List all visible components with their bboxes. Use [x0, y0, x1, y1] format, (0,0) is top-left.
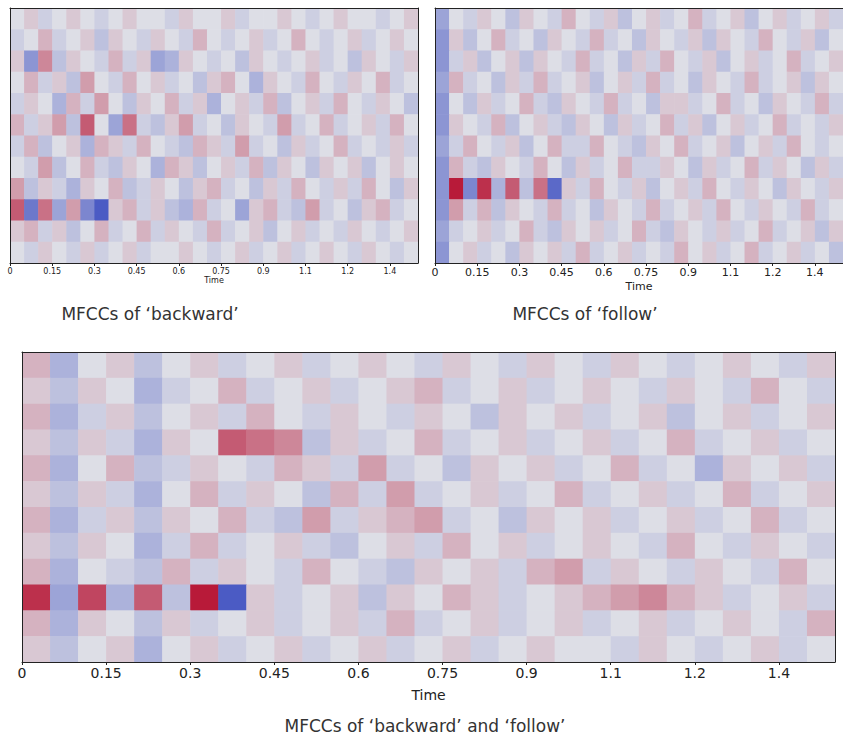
svg-text:1.1: 1.1 [600, 665, 622, 681]
svg-text:0.6: 0.6 [595, 266, 613, 279]
svg-text:0.15: 0.15 [91, 665, 122, 681]
svg-text:0: 0 [7, 267, 12, 276]
svg-text:0.45: 0.45 [549, 266, 574, 279]
svg-text:0.6: 0.6 [172, 267, 185, 276]
svg-text:0.75: 0.75 [634, 266, 659, 279]
svg-text:0.45: 0.45 [259, 665, 290, 681]
svg-text:Time: Time [203, 276, 224, 285]
svg-text:1.1: 1.1 [299, 267, 312, 276]
svg-text:MFCCs of ‘backward’ and ‘follo: MFCCs of ‘backward’ and ‘follow’ [285, 716, 566, 736]
svg-text:0.15: 0.15 [43, 267, 61, 276]
svg-text:0.75: 0.75 [212, 267, 230, 276]
svg-text:0.3: 0.3 [88, 267, 101, 276]
svg-text:MFCCs of ‘follow’: MFCCs of ‘follow’ [512, 304, 657, 324]
svg-text:MFCCs of ‘backward’: MFCCs of ‘backward’ [61, 304, 238, 324]
svg-text:Time: Time [625, 280, 653, 293]
svg-text:0.9: 0.9 [257, 267, 270, 276]
svg-text:0.15: 0.15 [465, 266, 490, 279]
svg-text:0.45: 0.45 [128, 267, 146, 276]
svg-text:0.9: 0.9 [515, 665, 537, 681]
svg-text:1.2: 1.2 [764, 266, 782, 279]
svg-text:0.3: 0.3 [179, 665, 201, 681]
svg-text:1.4: 1.4 [768, 665, 790, 681]
svg-text:1.1: 1.1 [722, 266, 740, 279]
svg-text:1.4: 1.4 [383, 267, 396, 276]
svg-text:0: 0 [432, 266, 439, 279]
svg-text:1.2: 1.2 [341, 267, 354, 276]
svg-text:0: 0 [18, 665, 27, 681]
svg-text:Time: Time [410, 687, 445, 703]
svg-text:1.4: 1.4 [806, 266, 824, 279]
svg-text:0.75: 0.75 [427, 665, 458, 681]
svg-text:0.9: 0.9 [679, 266, 697, 279]
svg-text:1.2: 1.2 [684, 665, 706, 681]
svg-text:0.3: 0.3 [511, 266, 529, 279]
svg-text:0.6: 0.6 [347, 665, 369, 681]
